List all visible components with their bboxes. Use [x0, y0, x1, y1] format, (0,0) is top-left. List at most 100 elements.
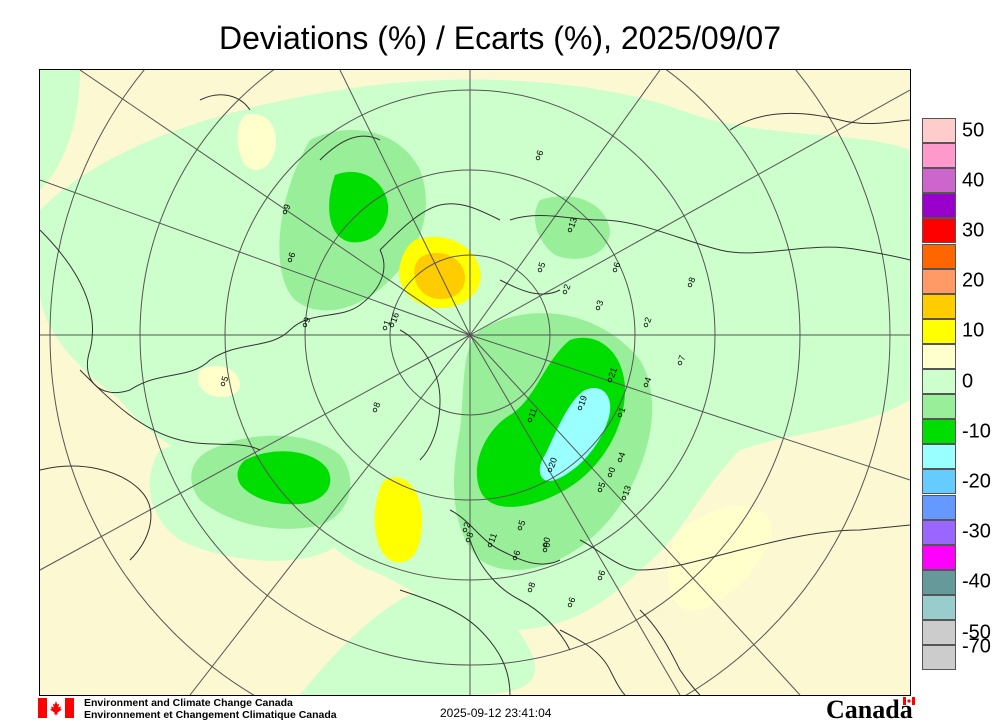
page-title: Deviations (%) / Ecarts (%), 2025/09/07: [218, 20, 781, 56]
station-marker: 21: [606, 366, 619, 383]
station-value: 4: [642, 376, 653, 384]
station-dot: [282, 209, 288, 215]
station-dot: [597, 575, 603, 581]
station-marker: 6: [511, 549, 522, 561]
station-dot: [643, 322, 649, 328]
station-value: 9: [281, 203, 292, 211]
station-value: 2: [642, 316, 653, 324]
station-dot: [512, 555, 518, 561]
legend-swatch: [922, 218, 956, 244]
legend-swatch: [922, 268, 956, 294]
station-marker: 8: [526, 581, 537, 593]
legend-label: -20: [962, 470, 991, 493]
legend-swatch: [922, 494, 956, 520]
station-marker: 19: [576, 394, 589, 411]
station-value: 1: [616, 406, 627, 414]
station-marker: 0: [606, 466, 617, 478]
station-marker: 8: [464, 531, 475, 543]
station-value: 16: [388, 311, 401, 324]
station-dot: [287, 257, 293, 263]
deviation-map: 9 13 6 5 6 2 3 2 16 1 19 21 4 7 11 1 20 0 4 5 13 2 8 11 5 6 0 0 6 8 6 5…: [39, 69, 911, 696]
legend-swatch: [922, 243, 956, 269]
station-dot: [607, 472, 613, 478]
station-marker: 11: [526, 407, 539, 423]
station-dot: [465, 537, 471, 543]
station-marker: 9: [301, 316, 312, 328]
station-value: 0: [541, 536, 552, 544]
station-value: 0: [541, 541, 552, 549]
station-marker: 9: [281, 203, 292, 215]
legend-label: -40: [962, 570, 991, 593]
station-marker: 1: [616, 406, 627, 418]
legend-swatch: [922, 544, 956, 570]
legend-label: -10: [962, 420, 991, 443]
station-dot: [577, 405, 583, 411]
station-dot: [389, 322, 395, 328]
station-value: 6: [566, 596, 577, 604]
legend-label: 20: [962, 269, 985, 292]
station-marker: 6: [286, 251, 297, 263]
station-dot: [567, 602, 573, 608]
legend-swatch: [922, 444, 956, 470]
graticule: [40, 70, 910, 695]
legend-swatch: [922, 569, 956, 595]
station-dot: [687, 282, 693, 288]
station-value: 5: [219, 375, 230, 383]
station-value: 21: [606, 366, 619, 379]
station-value: 20: [546, 456, 559, 469]
station-marker: 7: [676, 354, 687, 366]
organization-name-fr: Environnement et Changement Climatique C…: [84, 709, 337, 721]
station-value: 6: [596, 569, 607, 577]
station-value: 9: [301, 316, 312, 324]
station-marker: 2: [561, 283, 572, 295]
canada-wordmark-text: Canada: [826, 695, 913, 724]
station-value: 11: [526, 407, 539, 419]
station-value: 6: [511, 549, 522, 557]
station-value: 8: [686, 276, 697, 284]
station-dot: [597, 487, 603, 493]
station-marker: 5: [219, 375, 230, 387]
station-value: 3: [594, 299, 605, 307]
coastlines: [40, 94, 910, 695]
station-marker: 5: [596, 481, 607, 493]
station-value: 13: [566, 216, 579, 229]
station-marker: 1: [381, 319, 392, 331]
station-dot: [220, 381, 226, 387]
contour-orange: [414, 252, 465, 300]
legend-swatch: [922, 469, 956, 495]
station-value: 2: [461, 521, 472, 529]
legend-swatch: [922, 394, 956, 420]
station-value: 8: [464, 531, 475, 539]
station-dot: [302, 322, 308, 328]
legend-swatch: [922, 645, 956, 671]
legend-swatch: [922, 594, 956, 620]
canada-flag-icon: [38, 698, 74, 718]
station-marker: 8: [371, 401, 382, 413]
station-dot: [462, 527, 468, 533]
station-dot: [595, 305, 601, 311]
station-dot: [535, 155, 541, 161]
legend-swatch: [922, 419, 956, 445]
station-marker: 5: [516, 519, 527, 531]
station-dot: [562, 289, 568, 295]
station-dot: [382, 325, 388, 331]
station-dot: [537, 267, 543, 273]
station-dot: [527, 587, 533, 593]
station-marker: 4: [616, 451, 627, 463]
station-dot: [372, 407, 378, 413]
station-value: 4: [616, 451, 627, 459]
legend-label: 0: [962, 370, 974, 393]
station-marker: 2: [461, 521, 472, 533]
station-dot: [617, 457, 623, 463]
station-value: 5: [516, 519, 527, 527]
station-dot: [607, 377, 613, 383]
organization-name: Environment and Climate Change Canada En…: [84, 697, 337, 721]
legend-swatch: [922, 168, 956, 194]
legend-label: 30: [962, 219, 985, 242]
station-marker: 0: [541, 536, 552, 548]
station-value: 8: [526, 581, 537, 589]
station-marker: 6: [566, 596, 577, 608]
station-dot: [567, 227, 573, 233]
contour-dark-green: [237, 171, 625, 507]
